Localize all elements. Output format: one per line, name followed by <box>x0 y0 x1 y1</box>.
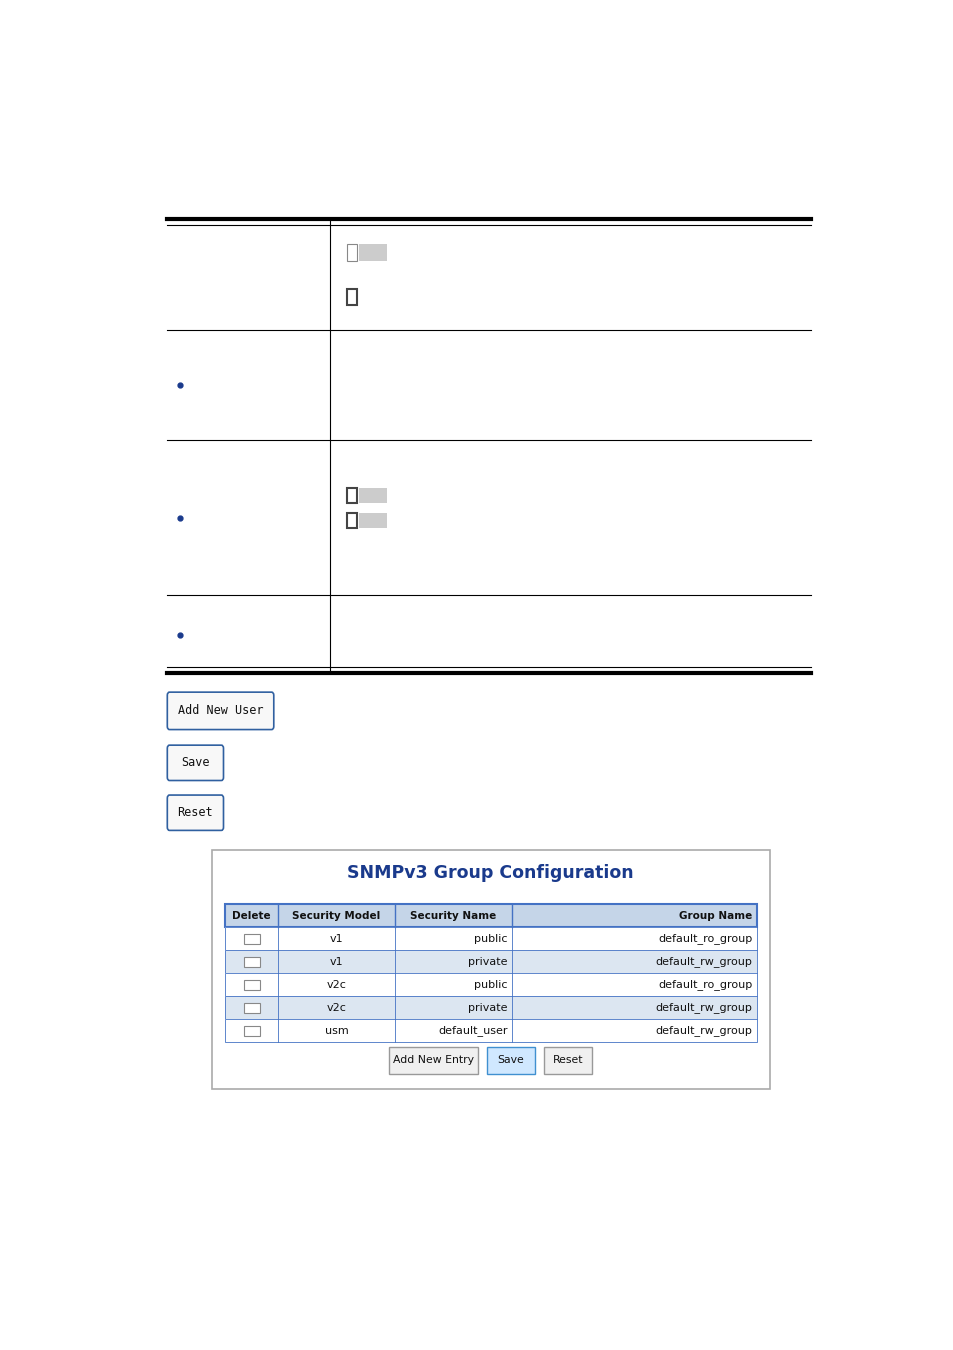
Text: Save: Save <box>497 1056 524 1065</box>
Bar <box>225 927 756 950</box>
Bar <box>225 973 756 996</box>
FancyBboxPatch shape <box>543 1046 592 1073</box>
Bar <box>225 927 756 950</box>
Text: v2c: v2c <box>326 1003 346 1012</box>
Bar <box>347 489 356 504</box>
Bar <box>347 513 356 528</box>
Bar <box>225 1019 756 1042</box>
Text: v1: v1 <box>330 957 343 967</box>
FancyBboxPatch shape <box>487 1046 535 1073</box>
FancyBboxPatch shape <box>389 1046 477 1073</box>
Text: usm: usm <box>324 1026 348 1035</box>
Bar <box>225 996 756 1019</box>
Bar <box>243 1003 259 1012</box>
Text: Add New User: Add New User <box>177 705 263 717</box>
Text: public: public <box>474 934 507 944</box>
FancyBboxPatch shape <box>167 745 223 780</box>
Bar <box>225 950 756 973</box>
Bar <box>225 996 756 1019</box>
Text: default_rw_group: default_rw_group <box>655 1003 751 1014</box>
Bar <box>243 934 259 944</box>
Text: private: private <box>468 957 507 967</box>
Bar <box>225 1019 756 1042</box>
Text: Group Name: Group Name <box>679 911 751 921</box>
Text: private: private <box>468 1003 507 1012</box>
Text: default_user: default_user <box>437 1026 507 1037</box>
Text: v1: v1 <box>330 934 343 944</box>
Text: default_rw_group: default_rw_group <box>655 1026 751 1037</box>
Text: default_ro_group: default_ro_group <box>658 933 751 944</box>
Text: Security Name: Security Name <box>410 911 497 921</box>
Text: default_rw_group: default_rw_group <box>655 956 751 967</box>
Text: public: public <box>474 980 507 990</box>
Text: Reset: Reset <box>552 1056 582 1065</box>
Bar <box>225 950 756 973</box>
Bar <box>358 244 387 261</box>
Bar <box>243 957 259 967</box>
Text: Save: Save <box>181 756 210 770</box>
Bar <box>225 904 756 927</box>
Bar <box>347 244 356 261</box>
Bar <box>347 289 356 305</box>
Bar <box>225 904 756 927</box>
Bar <box>243 980 259 990</box>
Bar <box>243 1026 259 1035</box>
Bar <box>358 513 387 528</box>
Bar <box>225 973 756 996</box>
Bar <box>212 850 769 1089</box>
Text: v2c: v2c <box>326 980 346 990</box>
Text: default_ro_group: default_ro_group <box>658 979 751 991</box>
Text: SNMPv3 Group Configuration: SNMPv3 Group Configuration <box>347 864 634 882</box>
Bar <box>358 489 387 504</box>
FancyBboxPatch shape <box>167 693 274 729</box>
Text: Add New Entry: Add New Entry <box>393 1056 474 1065</box>
Text: Delete: Delete <box>232 911 271 921</box>
FancyBboxPatch shape <box>167 795 223 830</box>
Text: Reset: Reset <box>177 806 213 819</box>
Text: Security Model: Security Model <box>293 911 380 921</box>
